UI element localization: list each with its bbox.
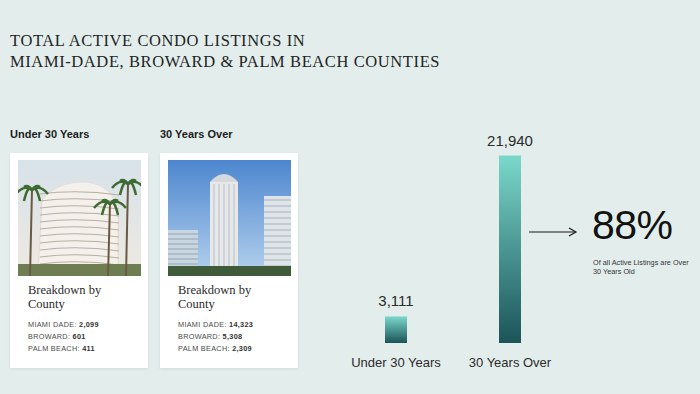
photo-palm [126,184,128,276]
page: TOTAL ACTIVE CONDO LISTINGS INMIAMI-DADE… [0,0,700,394]
photo-palm-leaf [102,200,110,204]
photo-palm-leaf [120,180,128,184]
county-name: PALM BEACH: [178,344,232,353]
photo-window [264,200,291,201]
photo-window [214,184,215,276]
photo-palm-leaf [128,180,136,184]
photo-balcony [40,213,119,216]
photo-window [264,212,291,213]
county-name: MIAMI DADE: [28,320,79,329]
annotation-text: Of all Active Listings are Over 30 Years… [593,258,693,276]
photo-balcony [40,206,119,209]
arrow-head [569,228,576,236]
photo-balcony [40,227,119,230]
photo-ground [18,264,141,276]
county-row: PALM BEACH: 2,309 [178,344,252,353]
county-name: BROWARD: [28,332,73,341]
county-value: 14,323 [229,320,253,329]
bars [385,156,521,343]
photo-tower-top [210,174,238,182]
data-label: 3,111 [378,292,413,309]
county-value: 411 [82,344,95,353]
photo-window [234,184,235,276]
county-name: PALM BEACH: [28,344,82,353]
card-photo [18,160,141,276]
photo-window [264,218,291,219]
title: MIAMI-DADE, BROWARD & PALM BEACH COUNTIE… [10,52,440,72]
photo-building [264,196,291,276]
card-photo [168,160,291,276]
photo-palm-leaf [32,186,40,190]
photo-window [168,254,198,255]
county-name: MIAMI DADE: [178,320,229,329]
photo-palm [30,190,32,276]
card: Breakdown by County MIAMI DADE: 2,099 BROW… [10,153,148,368]
annotation-value: 88% [592,202,673,249]
county-name: BROWARD: [178,332,223,341]
data-label: 21,940 [487,132,533,149]
photo-balcony [40,192,119,195]
photo-window [264,248,291,249]
chart: 3,111 21,940 Under 30 Years 30 Years Over [0,0,700,394]
card-heading: 30 Years Over [160,128,233,140]
arrow-line [529,231,575,232]
photo-window [168,234,198,235]
county-value: 601 [73,332,86,341]
photo-window [264,236,291,237]
photo-window [224,184,225,276]
card-heading: Under 30 Years [10,128,89,140]
photo-window [264,254,291,255]
county-value: 2,309 [232,344,252,353]
photo-window [229,184,230,276]
photo-window [264,230,291,231]
county-row: BROWARD: 601 [28,332,86,341]
county-row: PALM BEACH: 411 [28,344,95,353]
photo-window [264,224,291,225]
x-tick-label: Under 30 Years [351,355,441,370]
photo-balcony [40,255,119,258]
card-title: Breakdown by County [178,283,273,311]
photo-sky [18,160,141,276]
photo-window [264,260,291,261]
title: TOTAL ACTIVE CONDO LISTINGS IN [10,31,305,51]
photo-palm-leaf [24,186,32,190]
photo-window [168,259,198,260]
photo-balcony [40,248,119,251]
county-value: 5,308 [223,332,243,341]
photo-window [219,184,220,276]
photo-balcony [40,234,119,237]
photo-balcony [40,241,119,244]
photo-building [38,182,118,276]
photo-window [264,242,291,243]
photo-window [168,249,198,250]
photo-tower [210,182,238,276]
county-row: MIAMI DADE: 2,099 [28,320,99,329]
photo-sky [168,160,291,276]
photo-window [264,206,291,207]
photo-window [168,239,198,240]
photo-palm [108,204,110,276]
photo-window [168,244,198,245]
photo-palm-leaf [110,200,118,204]
card-title: Breakdown by County [28,283,123,311]
bar [385,316,407,343]
bar [499,156,521,343]
card: Breakdown by County MIAMI DADE: 14,323 BRO… [160,153,298,368]
photo-balcony [40,220,119,223]
county-row: MIAMI DADE: 14,323 [178,320,253,329]
county-row: BROWARD: 5,308 [178,332,242,341]
county-value: 2,099 [79,320,99,329]
photo-ground [168,266,291,276]
x-tick-label: 30 Years Over [469,355,552,370]
photo-window [168,264,198,265]
